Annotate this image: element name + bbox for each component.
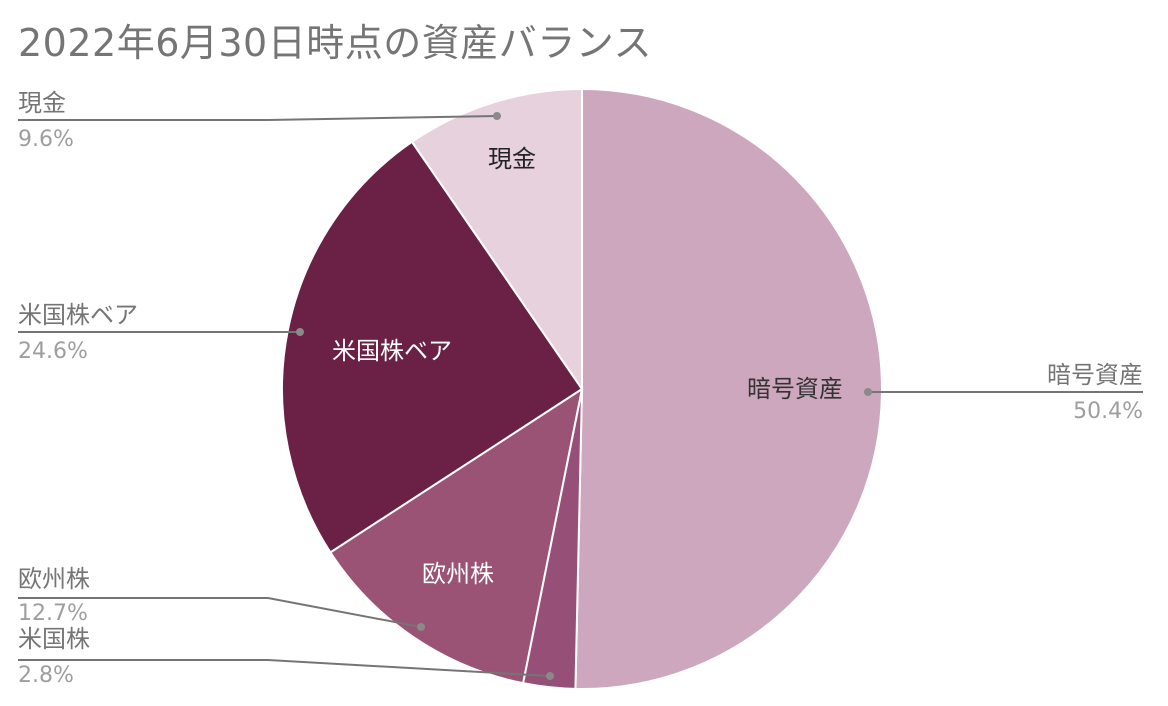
callout-percent-1: 2.8%: [18, 663, 74, 688]
callout-dot-4: [493, 112, 501, 120]
callout-name-2: 欧州株: [18, 565, 90, 593]
pie-slice-inside-label-4: 現金: [488, 145, 536, 173]
pie-slices: [281, 87, 883, 690]
pie-slice-3: [281, 140, 584, 554]
callout-2: 欧州株 12.7%: [18, 565, 425, 631]
callout-3: 米国株ベア 24.6%: [18, 301, 304, 364]
pie-slice-2: [329, 386, 584, 685]
callout-name-4: 現金: [18, 89, 66, 117]
chart-title: 2022年6月30日時点の資産バランス: [18, 21, 652, 65]
callout-name-3: 米国株ベア: [18, 301, 138, 329]
callout-1: 米国株 2.8%: [18, 625, 554, 688]
callout-dot-1: [546, 672, 554, 680]
callout-dot-3: [296, 328, 304, 336]
pie-callouts: 暗号資産 50.4% 米国株 2.8% 欧州株 12.7% 米国株ベア 24.6% 現金 9.6%: [18, 89, 1143, 688]
callout-name-1: 米国株: [18, 625, 90, 653]
callout-percent-0: 50.4%: [1073, 399, 1143, 424]
callout-line-2: [18, 597, 422, 628]
callout-percent-3: 24.6%: [18, 339, 88, 364]
callout-dot-2: [417, 623, 425, 631]
pie-slice-inside-label-0: 暗号資産: [747, 375, 843, 403]
callout-0: 暗号資産 50.4%: [864, 361, 1143, 424]
callout-percent-4: 9.6%: [18, 127, 74, 152]
callout-dot-0: [864, 388, 872, 396]
pie-slice-4: [410, 87, 583, 393]
callout-line-1: [18, 659, 551, 677]
callout-4: 現金 9.6%: [18, 89, 501, 152]
pie-slice-inside-label-2: 欧州株: [422, 560, 494, 588]
pie-slice-inside-label-3: 米国株ベア: [332, 337, 452, 365]
callout-percent-2: 12.7%: [18, 601, 88, 626]
callout-name-0: 暗号資産: [1047, 361, 1143, 389]
callout-line-4: [18, 115, 498, 121]
